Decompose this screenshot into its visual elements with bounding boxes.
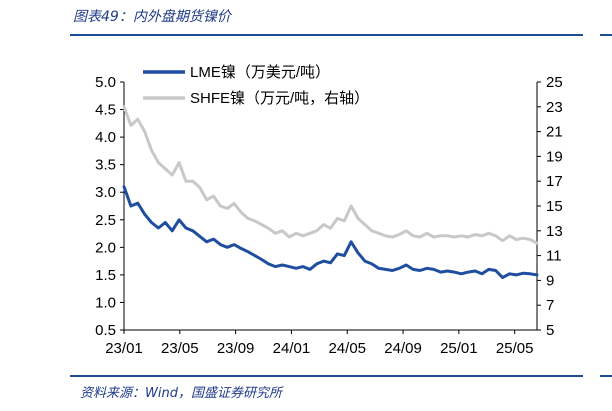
- left-tick-label: 4.0: [95, 129, 116, 146]
- legend-label-shfe: SHFE镍（万元/吨，右轴）: [190, 89, 369, 107]
- left-tick-label: 0.5: [95, 322, 116, 339]
- source-note: 资料来源：Wind，国盛证券研究所: [80, 386, 282, 401]
- right-tick-label: 23: [546, 99, 563, 116]
- legend: LME镍（万美元/吨） SHFE镍（万元/吨，右轴）: [143, 63, 369, 107]
- legend-label-lme: LME镍（万美元/吨）: [190, 63, 330, 81]
- axes-layer: 5.0 4.5 4.0 3.5 3.0 2.5 2.0 1.5 1.0 0.5 25 23 21 19 17…: [95, 74, 563, 357]
- right-tick-label: 7: [546, 297, 554, 314]
- left-tick-label: 4.5: [95, 102, 116, 119]
- right-tick-label: 9: [546, 272, 554, 289]
- left-tick-label: 2.0: [95, 239, 116, 256]
- right-tick-label: 19: [546, 148, 563, 165]
- x-tick-label: 23/01: [105, 340, 143, 357]
- right-tick-label: 15: [546, 198, 563, 215]
- right-tick-label: 13: [546, 223, 563, 240]
- x-tick-label: 24/05: [328, 340, 366, 357]
- x-tick-label: 25/05: [496, 340, 534, 357]
- x-tick-label: 24/01: [273, 340, 311, 357]
- x-tick-label: 23/09: [217, 340, 255, 357]
- series-line-lme: [122, 185, 539, 280]
- x-tick-label: 25/01: [440, 340, 478, 357]
- bottom-rule: [70, 375, 583, 377]
- left-tick-label: 1.0: [95, 294, 116, 311]
- right-tick-label: 11: [546, 248, 562, 265]
- left-tick-label: 3.5: [95, 157, 116, 174]
- right-tick-label: 21: [546, 124, 563, 141]
- series-layer: [122, 105, 539, 280]
- series-line-shfe: [122, 105, 539, 245]
- right-tick-label: 5: [546, 322, 554, 339]
- top-rule-tail: [600, 34, 612, 36]
- x-tick-label: 23/05: [161, 340, 199, 357]
- left-tick-label: 3.0: [95, 184, 116, 201]
- left-tick-label: 1.5: [95, 267, 116, 284]
- x-tick-label: 24/09: [384, 340, 422, 357]
- bottom-rule-tail: [600, 375, 612, 377]
- right-tick-label: 25: [546, 74, 563, 91]
- top-rule: [70, 34, 583, 36]
- right-tick-label: 17: [546, 173, 563, 190]
- figure-title: 图表49：内外盘期货镍价: [73, 9, 231, 25]
- left-tick-label: 2.5: [95, 212, 116, 229]
- left-tick-label: 5.0: [95, 74, 116, 91]
